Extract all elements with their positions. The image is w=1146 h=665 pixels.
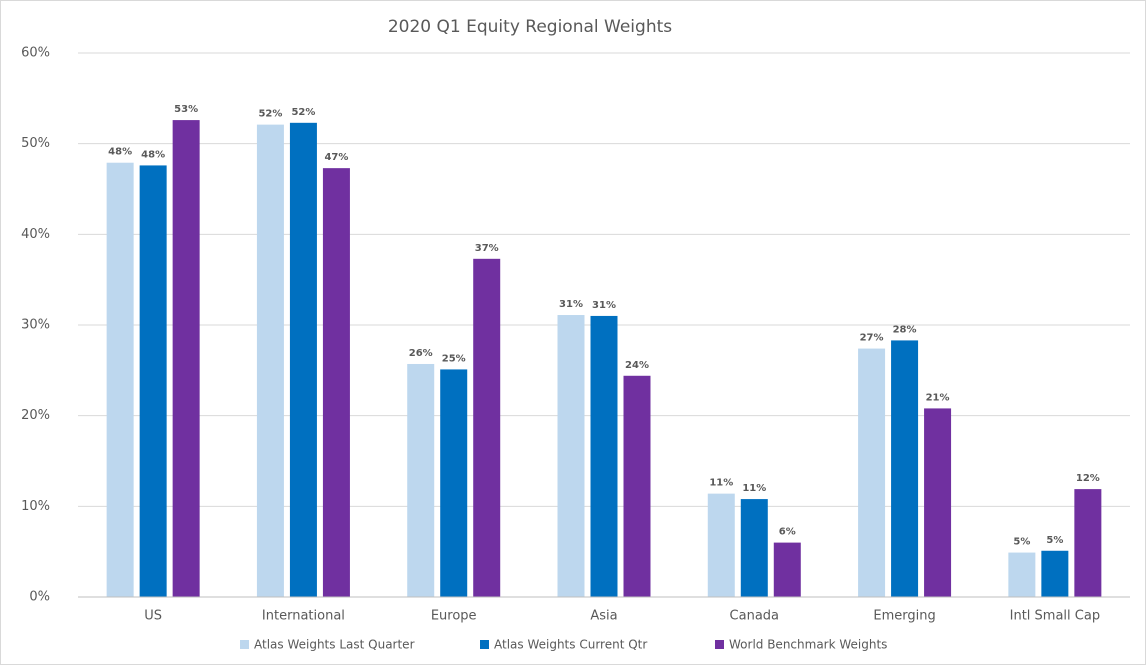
value-label: 37% bbox=[475, 243, 499, 254]
bar bbox=[473, 258, 501, 597]
value-label: 12% bbox=[1076, 473, 1100, 484]
legend-marker bbox=[240, 640, 249, 649]
value-label: 24% bbox=[625, 360, 649, 371]
y-tick-label: 60% bbox=[21, 46, 50, 61]
x-tick-label: Asia bbox=[590, 609, 617, 624]
bar bbox=[106, 162, 134, 597]
bar bbox=[773, 542, 801, 597]
value-label: 28% bbox=[893, 324, 917, 335]
x-tick-label: International bbox=[262, 609, 345, 624]
value-label: 5% bbox=[1046, 535, 1063, 546]
bar bbox=[289, 122, 317, 598]
y-tick-label: 50% bbox=[21, 136, 50, 151]
legend-label: World Benchmark Weights bbox=[729, 638, 887, 652]
y-tick-label: 0% bbox=[29, 590, 50, 605]
bar bbox=[440, 369, 468, 597]
value-label: 52% bbox=[258, 109, 282, 120]
value-label: 52% bbox=[291, 107, 315, 118]
x-tick-label: Intl Small Cap bbox=[1010, 609, 1100, 624]
value-label: 21% bbox=[926, 392, 950, 403]
x-tick-label: Emerging bbox=[873, 609, 935, 624]
bar bbox=[407, 363, 435, 597]
x-tick-label: Europe bbox=[431, 609, 477, 624]
x-tick-label: US bbox=[144, 609, 162, 624]
bar bbox=[707, 493, 735, 597]
value-label: 53% bbox=[174, 104, 198, 115]
value-label: 47% bbox=[324, 152, 348, 163]
bar bbox=[858, 348, 886, 597]
chart-title: 2020 Q1 Equity Regional Weights bbox=[388, 17, 672, 37]
value-label: 5% bbox=[1013, 537, 1030, 548]
x-tick-label: Canada bbox=[730, 609, 779, 624]
y-tick-label: 30% bbox=[21, 318, 50, 333]
bar bbox=[891, 340, 919, 597]
bar bbox=[557, 315, 585, 597]
value-label: 6% bbox=[779, 527, 796, 538]
bar bbox=[322, 168, 350, 597]
bar bbox=[623, 375, 651, 597]
value-label: 31% bbox=[592, 300, 616, 311]
bar bbox=[1074, 489, 1102, 597]
y-tick-label: 20% bbox=[21, 408, 50, 423]
bar bbox=[1008, 552, 1036, 597]
bar bbox=[172, 120, 200, 598]
bar bbox=[740, 499, 768, 597]
y-tick-label: 10% bbox=[21, 499, 50, 514]
value-label: 11% bbox=[709, 478, 733, 489]
bar bbox=[1041, 550, 1069, 597]
value-label: 48% bbox=[141, 149, 165, 160]
value-label: 31% bbox=[559, 299, 583, 310]
legend-label: Atlas Weights Current Qtr bbox=[494, 638, 647, 652]
value-label: 26% bbox=[409, 348, 433, 359]
bar bbox=[590, 315, 618, 597]
legend-label: Atlas Weights Last Quarter bbox=[254, 638, 415, 652]
value-label: 48% bbox=[108, 147, 132, 158]
value-label: 27% bbox=[860, 333, 884, 344]
legend-marker bbox=[715, 640, 724, 649]
value-label: 11% bbox=[742, 483, 766, 494]
bar bbox=[139, 165, 167, 597]
legend-marker bbox=[480, 640, 489, 649]
bar bbox=[256, 124, 284, 598]
y-tick-label: 40% bbox=[21, 227, 50, 242]
value-label: 25% bbox=[442, 353, 466, 364]
bar bbox=[924, 408, 952, 597]
